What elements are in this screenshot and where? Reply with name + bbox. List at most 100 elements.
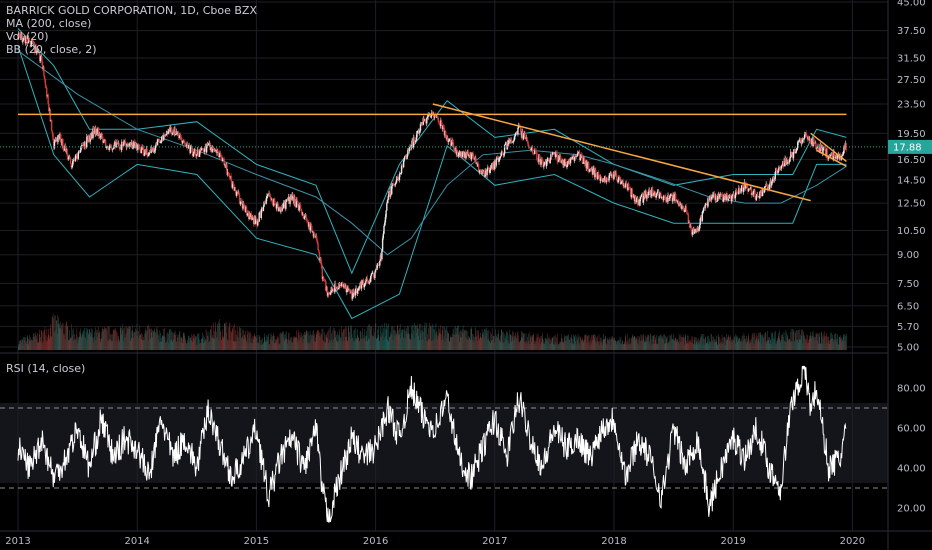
volume-bar bbox=[184, 340, 186, 350]
volume-bar bbox=[212, 334, 213, 350]
volume-bar bbox=[166, 333, 168, 350]
symbol-title[interactable]: BARRICK GOLD CORPORATION, 1D, Cboe BZX bbox=[6, 4, 257, 17]
volume-bar bbox=[596, 337, 597, 350]
volume-bar bbox=[705, 336, 707, 350]
volume-bar bbox=[509, 343, 511, 350]
candle-body bbox=[39, 56, 42, 62]
volume-bar bbox=[391, 326, 392, 350]
candle-body bbox=[662, 197, 664, 201]
volume-bar bbox=[22, 339, 23, 350]
candle-body bbox=[629, 187, 631, 189]
vol-indicator-label[interactable]: Vol (20) bbox=[6, 30, 49, 43]
volume-bar bbox=[632, 334, 634, 350]
candle-body bbox=[808, 136, 810, 141]
candle-body bbox=[449, 139, 451, 141]
candle-body bbox=[60, 142, 63, 146]
volume-bar bbox=[137, 330, 139, 350]
volume-bar bbox=[802, 343, 803, 350]
volume-bar bbox=[369, 326, 371, 350]
candle-body bbox=[220, 155, 223, 157]
volume-bar bbox=[295, 337, 296, 350]
candle-body bbox=[764, 186, 767, 187]
candle-body bbox=[639, 199, 641, 206]
candle-body bbox=[362, 279, 364, 285]
volume-bar bbox=[113, 330, 114, 350]
volume-bar bbox=[424, 322, 426, 350]
volume-bar bbox=[456, 334, 458, 350]
volume-bar bbox=[504, 338, 506, 350]
volume-bar bbox=[152, 329, 153, 350]
candle-body bbox=[65, 148, 68, 153]
candle-body bbox=[414, 140, 417, 143]
candle-body bbox=[100, 135, 102, 138]
candle-body bbox=[36, 50, 39, 53]
volume-bar bbox=[117, 340, 119, 350]
volume-bar bbox=[56, 320, 58, 350]
candle-body bbox=[373, 277, 375, 278]
candle-body bbox=[157, 139, 159, 140]
candle-body bbox=[177, 133, 180, 138]
volume-bar bbox=[562, 338, 564, 350]
volume-bar bbox=[798, 330, 800, 350]
volume-bar bbox=[562, 341, 564, 350]
volume-bar bbox=[314, 341, 316, 350]
volume-bar bbox=[218, 322, 219, 350]
volume-bar bbox=[135, 336, 137, 350]
volume-bar bbox=[706, 343, 707, 350]
volume-bar bbox=[452, 337, 453, 350]
candle-body bbox=[426, 116, 429, 119]
rsi-tick-label: 40.00 bbox=[897, 464, 926, 475]
volume-bar bbox=[83, 336, 85, 350]
candle-body bbox=[508, 139, 511, 141]
candle-body bbox=[556, 153, 558, 162]
candle-body bbox=[412, 140, 414, 148]
volume-bar bbox=[161, 337, 162, 350]
candle-body bbox=[489, 170, 491, 173]
time-tick-label: 2015 bbox=[244, 536, 269, 547]
candle-body bbox=[456, 151, 458, 155]
candle-body bbox=[384, 217, 387, 223]
volume-bar bbox=[180, 337, 182, 350]
volume-bar bbox=[273, 332, 274, 350]
volume-bar bbox=[818, 333, 819, 350]
candle-body bbox=[825, 149, 828, 157]
volume-bar bbox=[300, 337, 301, 350]
time-tick-label: 2014 bbox=[124, 536, 149, 547]
ma-indicator-label[interactable]: MA (200, close) bbox=[6, 17, 92, 30]
candle-body bbox=[193, 149, 196, 152]
volume-bar bbox=[64, 334, 65, 350]
volume-bar bbox=[682, 337, 684, 350]
rsi-indicator-label[interactable]: RSI (14, close) bbox=[6, 362, 86, 375]
volume-bar bbox=[619, 336, 621, 350]
volume-bar bbox=[413, 330, 414, 350]
volume-bar bbox=[685, 336, 687, 350]
bb-indicator-label[interactable]: BB (20, close, 2) bbox=[6, 43, 97, 56]
candle-body bbox=[423, 117, 425, 122]
rsi-tick-label: 60.00 bbox=[897, 424, 926, 435]
volume-bar bbox=[822, 333, 824, 350]
volume-bar bbox=[789, 338, 790, 350]
candle-body bbox=[25, 36, 28, 43]
candle-body bbox=[155, 143, 157, 146]
volume-bar bbox=[424, 325, 425, 350]
volume-bar bbox=[235, 334, 237, 350]
volume-bar bbox=[774, 332, 775, 350]
volume-bar bbox=[105, 327, 106, 350]
volume-bar bbox=[76, 334, 77, 350]
volume-bar bbox=[121, 327, 122, 350]
candle-body bbox=[160, 141, 162, 143]
volume-bar bbox=[671, 334, 672, 350]
volume-bar bbox=[234, 341, 235, 350]
volume-bar bbox=[728, 337, 730, 350]
volume-bar bbox=[726, 334, 728, 350]
volume-bar bbox=[380, 337, 382, 350]
candle-body bbox=[166, 131, 169, 134]
candle-body bbox=[795, 149, 798, 153]
volume-bar bbox=[263, 342, 264, 350]
candle-body bbox=[222, 158, 224, 162]
volume-bar bbox=[736, 335, 738, 350]
volume-bar bbox=[443, 336, 445, 350]
volume-bar bbox=[363, 338, 364, 350]
candle-body bbox=[97, 128, 99, 135]
volume-bar bbox=[845, 335, 846, 350]
